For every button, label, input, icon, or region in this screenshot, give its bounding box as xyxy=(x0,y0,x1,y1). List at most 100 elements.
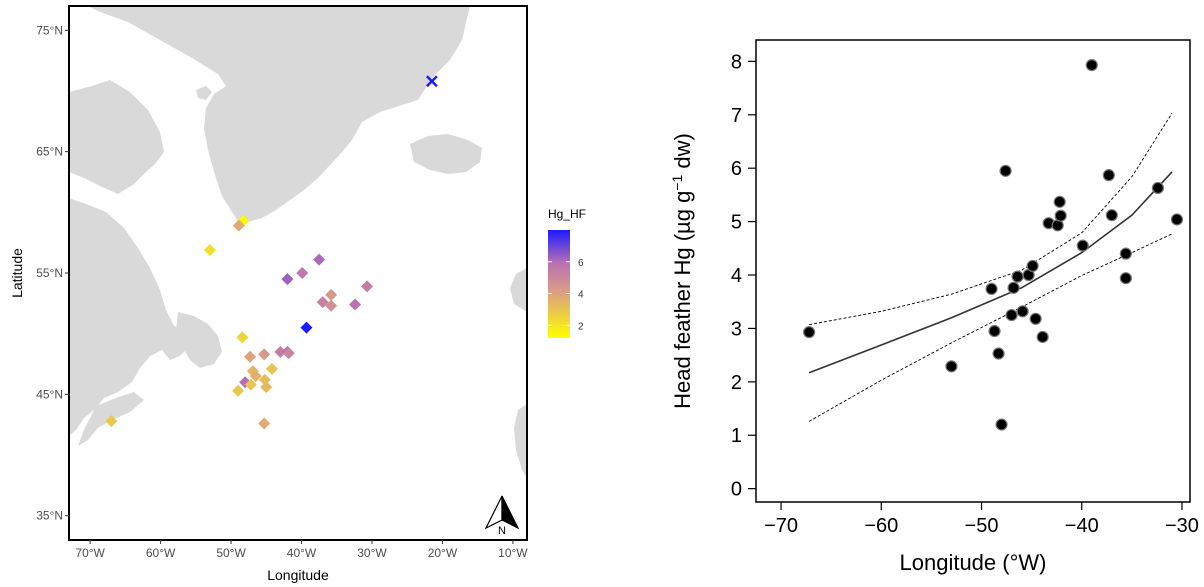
land-masses xyxy=(69,6,527,478)
north-arrow-icon: N xyxy=(484,495,520,537)
scatter-x-tick-label: −50 xyxy=(965,515,999,537)
scatter-point-23 xyxy=(1119,247,1132,260)
scatter-point-1 xyxy=(945,360,958,373)
scatter-point-13 xyxy=(1029,312,1042,325)
map-x-axis: 70°W 60°W 50°W 40°W 30°W 20°W 10°W xyxy=(75,540,528,560)
map-point-2 xyxy=(203,243,216,256)
scatter-point-26 xyxy=(1170,213,1184,226)
map-point-12 xyxy=(236,331,249,344)
scatter-y-tick-label: 2 xyxy=(731,372,742,394)
scatter-y-tick-label: 6 xyxy=(731,158,742,180)
land-baffin-island xyxy=(69,80,164,194)
map-y-tick-label: 65°N xyxy=(36,145,63,159)
map-point-20 xyxy=(249,370,262,383)
scatter-y-tick-label: 3 xyxy=(731,318,742,340)
map-point-4 xyxy=(281,273,294,286)
scatter-point-22 xyxy=(1105,209,1118,222)
land-iceland xyxy=(410,134,482,174)
map-x-tick-label: 40°W xyxy=(287,546,317,560)
legend-ticks: 2 4 6 xyxy=(548,258,584,332)
legend-colorbar xyxy=(548,230,570,338)
scatter-point-14 xyxy=(1036,330,1049,344)
scatter-y-tick-label: 5 xyxy=(731,212,742,234)
scatter-x-tick-label: −40 xyxy=(1065,515,1099,537)
scatter-x-axis-title: Longitude (°W) xyxy=(900,550,1047,575)
map-point-13 xyxy=(274,345,287,358)
map-point-8 xyxy=(325,288,338,301)
scatter-x-axis: −70 −60 −50 −40 −30 xyxy=(764,502,1199,537)
legend-tick-label: 4 xyxy=(578,290,584,301)
scatter-y-axis: 0 1 2 3 4 5 6 7 8 xyxy=(731,51,756,501)
map-point-7 xyxy=(316,296,329,309)
map-y-tick-label: 45°N xyxy=(36,387,63,401)
map-x-tick-label: 10°W xyxy=(498,546,528,560)
scatter-point-24 xyxy=(1119,272,1132,285)
map-point-10 xyxy=(349,298,362,311)
map-x-tick-label: 30°W xyxy=(357,546,387,560)
legend-tick-label: 2 xyxy=(578,321,584,332)
scatter-point-10 xyxy=(1016,305,1029,318)
regression-line xyxy=(808,171,1173,374)
map-x-axis-title: Longitude xyxy=(267,567,329,583)
map-x-tick-label: 50°W xyxy=(216,546,246,560)
scatter-point-8 xyxy=(1007,281,1020,294)
scatter-point-9 xyxy=(1011,270,1024,283)
north-arrow-label: N xyxy=(498,525,506,537)
map-point-27 xyxy=(105,415,118,428)
land-iberia xyxy=(514,404,527,478)
y-axis-title-superscript: −1 xyxy=(669,175,685,191)
map-point-24 xyxy=(260,381,273,394)
map-point-6 xyxy=(361,280,374,293)
map-point-1 xyxy=(232,219,245,232)
map-x-tick-label: 70°W xyxy=(75,546,105,560)
map-y-tick-label: 75°N xyxy=(36,23,63,37)
scatter-x-tick-label: −60 xyxy=(864,515,898,537)
scatter-y-tick-label: 7 xyxy=(731,105,742,127)
scatter-y-tick-label: 0 xyxy=(731,479,742,501)
map-y-axis: 35°N 45°N 55°N 65°N 75°N xyxy=(36,23,69,523)
map-x-tick-label: 60°W xyxy=(146,546,176,560)
colony-x-mark xyxy=(425,75,438,88)
scatter-plot-area xyxy=(755,39,1191,503)
scatter-point-2 xyxy=(985,282,998,295)
map-point-3 xyxy=(313,253,326,266)
map-point-5 xyxy=(296,267,309,279)
scatter-x-tick-label: −30 xyxy=(1165,515,1199,537)
land-small-island xyxy=(196,86,212,100)
scatter-point-3 xyxy=(988,324,1001,338)
map-point-16 xyxy=(258,348,271,361)
map-point-17 xyxy=(244,350,257,363)
scatter-point-18 xyxy=(1054,209,1067,222)
scatter-point-25 xyxy=(1151,181,1165,195)
scatter-point-7 xyxy=(1005,308,1018,322)
map-point-26 xyxy=(258,417,271,430)
scatter-y-tick-label: 1 xyxy=(731,425,742,447)
scatter-point-19 xyxy=(1076,239,1089,252)
colony-marker xyxy=(425,75,438,88)
scatter-point-0 xyxy=(803,326,816,339)
map-point-23 xyxy=(244,378,257,391)
map-y-tick-label: 35°N xyxy=(36,509,63,523)
map-legend: Hg_HF 2 4 6 xyxy=(548,207,586,338)
map-point-11 xyxy=(300,321,313,334)
scatter-point-6 xyxy=(999,164,1012,177)
legend-tick-label: 6 xyxy=(578,258,584,269)
y-axis-title-part-1: Head feather Hg (µg g xyxy=(670,191,695,409)
land-newfoundland xyxy=(176,312,222,368)
map-y-axis-title: Latitude xyxy=(9,248,25,298)
scatter-y-tick-label: 4 xyxy=(731,265,742,287)
land-labrador xyxy=(69,198,190,436)
scatter-x-tick-label: −70 xyxy=(764,515,798,537)
scatter-points xyxy=(803,59,1184,431)
scatter-point-5 xyxy=(995,418,1008,431)
map-point-18 xyxy=(265,362,278,375)
legend-title: Hg_HF xyxy=(548,207,586,221)
land-ireland xyxy=(510,268,527,312)
map-chart: 70°W 60°W 50°W 40°W 30°W 20°W 10°W 35°N 45°N 55°… xyxy=(9,5,586,583)
scatter-point-12 xyxy=(1026,259,1039,273)
scatter-y-axis-title: Head feather Hg (µg g−1 dw) xyxy=(669,133,695,409)
scatter-point-4 xyxy=(992,347,1005,360)
map-points xyxy=(105,214,374,430)
scatter-point-21 xyxy=(1102,169,1115,182)
scatter-point-17 xyxy=(1053,195,1066,208)
